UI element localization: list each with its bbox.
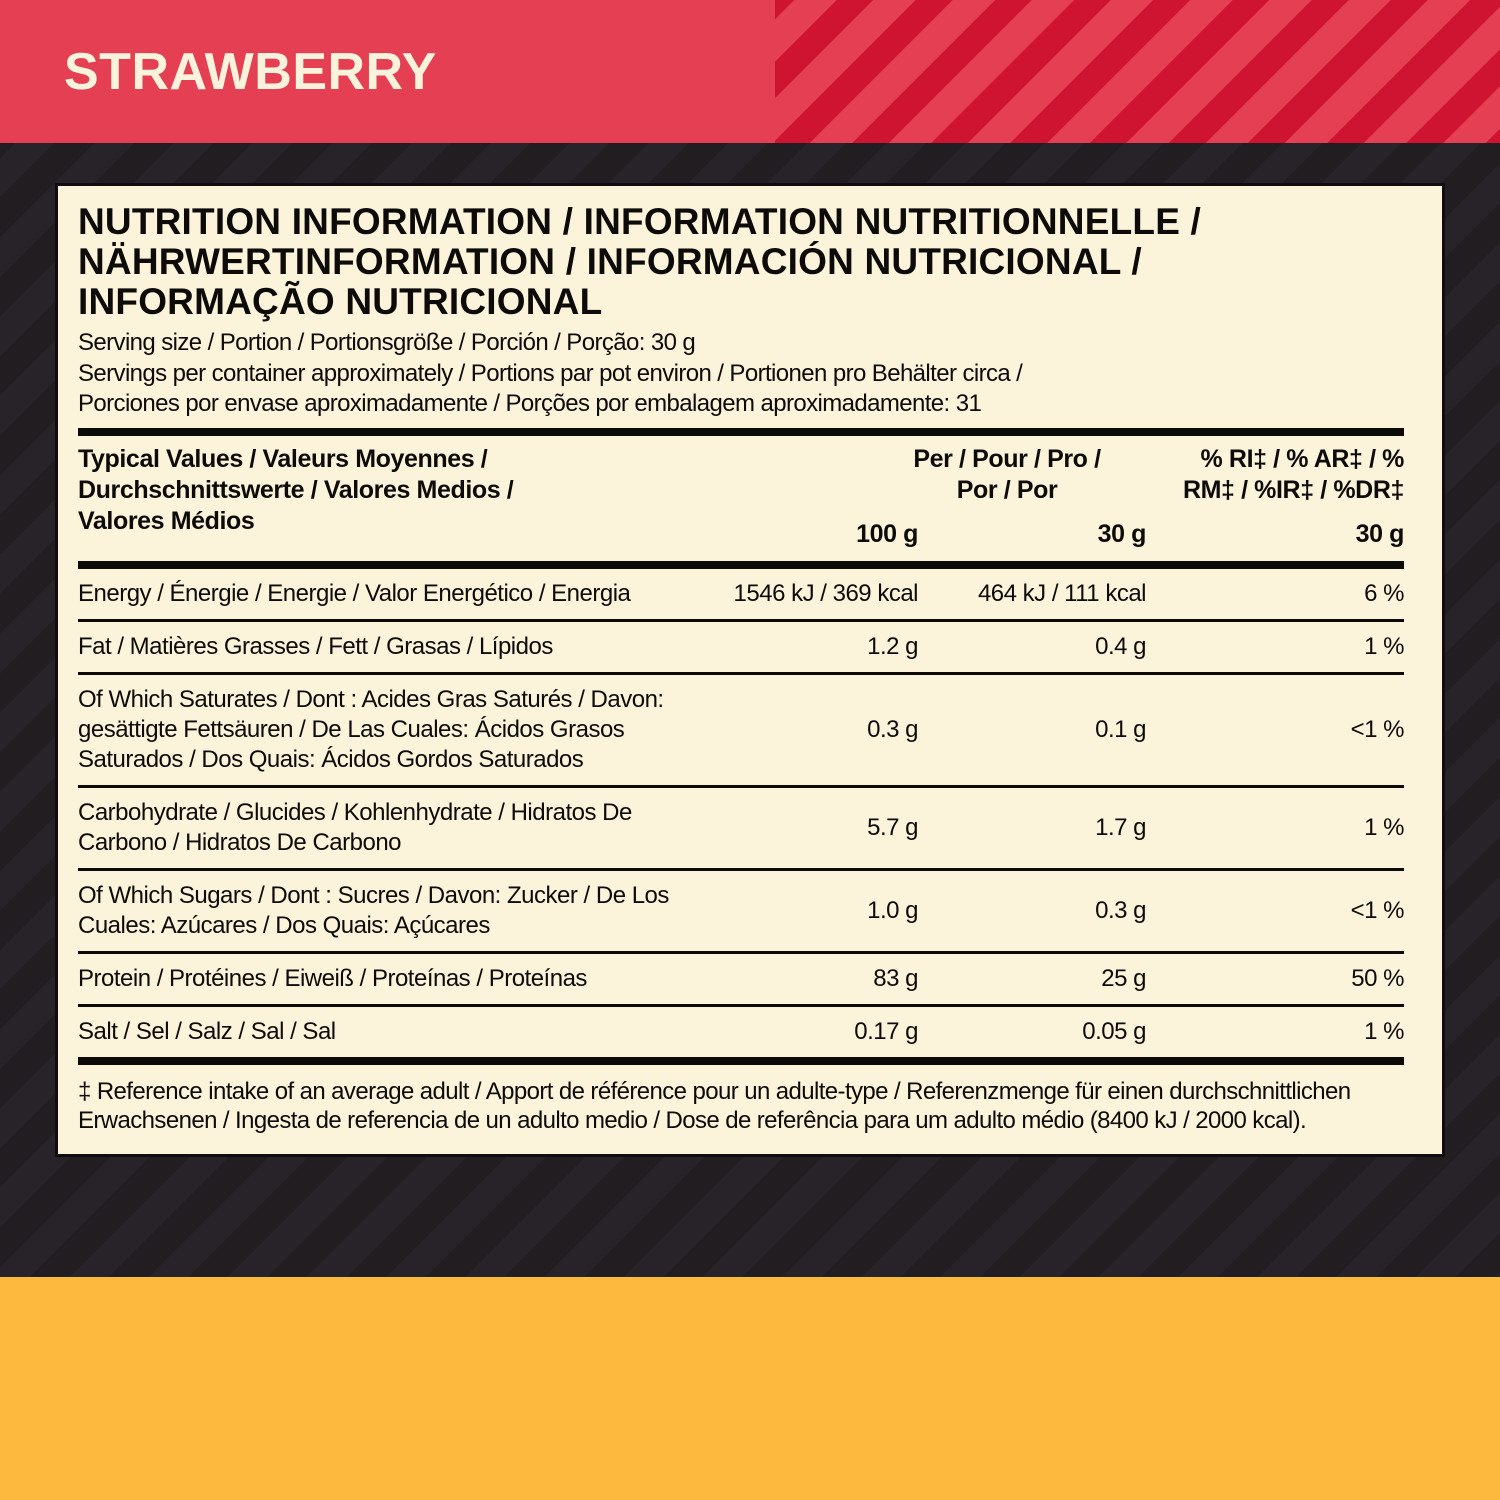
row-value-per-30g: 1.7 g [1095,814,1146,842]
nutrition-table: Typical Values / Valeurs Moyennes / Durc… [78,428,1405,1066]
row-label: Carbohydrate / Glucides / Kohlenhydrate … [78,799,632,857]
unit-30g-ri: 30 g [1355,520,1405,549]
row-value-ri-percent: 1 % [1364,633,1404,661]
per-line-1: Per / Pour / Pro / [913,445,1101,474]
servings-per-container-line-2: Porciones por envase aproximadamente / P… [78,390,982,418]
row-value-ri-percent: 1 % [1364,1018,1404,1046]
row-label: Of Which Sugars / Dont : Sucres / Davon:… [78,882,669,940]
servings-per-container-line-1: Servings per container approximately / P… [78,359,1023,387]
row-value-per-100g: 83 g [873,965,918,993]
row-value-per-30g: 464 kJ / 111 kcal [977,580,1147,608]
title-line-3: INFORMAÇÃO NUTRICIONAL [78,280,603,322]
per-line-2: Por / Por [956,476,1058,505]
title-line-2: NÄHRWERTINFORMATION / INFORMACIÓN NUTRIC… [78,240,1142,282]
diagonal-stripes-decoration [775,0,1500,143]
table-row-salt: Salt / Sel / Salz / Sal / Sal 0.17 g 0.0… [78,1007,1405,1057]
row-label: Protein / Protéines / Eiweiß / Proteínas… [78,965,587,993]
table-row-protein: Protein / Protéines / Eiweiß / Proteínas… [78,954,1405,1008]
header-per-column: Per / Pour / Pro / Por / Por [708,444,1146,506]
table-header: Typical Values / Valeurs Moyennes / Durc… [78,436,1405,570]
table-row-carbohydrate: Carbohydrate / Glucides / Kohlenhydrate … [78,788,1405,872]
unit-100g: 100 g [856,520,918,549]
header-reference-intake-column: % RI‡ / % AR‡ / % RM‡ / %IR‡ / %DR‡ [1146,444,1404,506]
row-value-per-30g: 0.05 g [1082,1018,1146,1046]
table-row-fat: Fat / Matières Grasses / Fett / Grasas /… [78,622,1405,676]
reference-intake-footnote: ‡ Reference intake of an average adult /… [78,1078,1351,1135]
flavor-name: STRAWBERRY [64,42,437,101]
row-label: Of Which Saturates / Dont : Acides Gras … [78,686,664,774]
title-line-1: NUTRITION INFORMATION / INFORMATION NUTR… [78,201,1202,242]
typical-values-line-2: Durchschnittswerte / Valores Medios / [78,476,514,505]
typical-values-line-1: Typical Values / Valeurs Moyennes / [78,445,488,474]
serving-size: Serving size / Portion / Portionsgröße /… [78,328,696,356]
row-value-per-100g: 1.2 g [867,633,918,661]
row-value-per-30g: 0.4 g [1095,633,1146,661]
row-value-ri-percent: <1 % [1350,716,1405,744]
reference-intake-line-1: % RI‡ / % AR‡ / % [1200,445,1405,474]
table-row-sugars: Of Which Sugars / Dont : Sucres / Davon:… [78,871,1405,955]
row-value-per-30g: 0.3 g [1095,897,1146,925]
row-value-per-100g: 1546 kJ / 369 kcal [733,580,919,608]
row-label: Fat / Matières Grasses / Fett / Grasas /… [78,633,553,661]
row-value-ri-percent: 50 % [1351,965,1404,993]
unit-30g: 30 g [1097,520,1147,549]
flavor-banner: STRAWBERRY [0,0,1500,143]
row-value-per-100g: 5.7 g [867,814,918,842]
row-value-per-100g: 0.17 g [854,1018,918,1046]
row-value-per-100g: 1.0 g [867,897,918,925]
row-label: Energy / Énergie / Energie / Valor Energ… [78,580,631,608]
header-typical-values: Typical Values / Valeurs Moyennes / Durc… [78,444,708,549]
reference-intake-line-2: RM‡ / %IR‡ / %DR‡ [1182,476,1404,505]
row-value-per-100g: 0.3 g [867,716,918,744]
row-value-per-30g: 25 g [1101,965,1146,993]
typical-values-line-3: Valores Médios [78,507,255,536]
row-value-ri-percent: <1 % [1350,897,1405,925]
bottom-yellow-band [0,1277,1500,1500]
row-value-per-30g: 0.1 g [1095,716,1146,744]
row-value-ri-percent: 6 % [1364,580,1404,608]
nutrition-title: NUTRITION INFORMATION / INFORMATION NUTR… [78,202,1404,322]
table-body: Energy / Énergie / Energie / Valor Energ… [78,569,1405,1057]
serving-info: Serving size / Portion / Portionsgröße /… [78,328,1404,420]
row-label: Salt / Sel / Salz / Sal / Sal [78,1018,336,1046]
table-row-saturates: Of Which Saturates / Dont : Acides Gras … [78,675,1405,789]
row-value-ri-percent: 1 % [1364,814,1404,842]
nutrition-panel: NUTRITION INFORMATION / INFORMATION NUTR… [55,183,1445,1157]
table-row-energy: Energy / Énergie / Energie / Valor Energ… [78,569,1405,623]
